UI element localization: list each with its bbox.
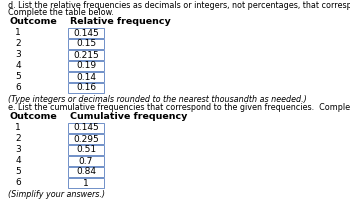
Text: e. List the cumulative frequencies that correspond to the given frequencies.  Co: e. List the cumulative frequencies that …	[8, 103, 350, 112]
Text: (Type integers or decimals rounded to the nearest thousandth as needed.): (Type integers or decimals rounded to th…	[8, 95, 307, 104]
FancyBboxPatch shape	[68, 123, 104, 132]
Text: 1: 1	[83, 178, 89, 187]
Text: 0.7: 0.7	[79, 157, 93, 166]
Text: 0.16: 0.16	[76, 83, 96, 92]
FancyBboxPatch shape	[68, 156, 104, 166]
FancyBboxPatch shape	[68, 39, 104, 48]
Text: Relative frequency: Relative frequency	[70, 17, 171, 26]
Text: Outcome: Outcome	[10, 112, 58, 121]
Text: 0.14: 0.14	[76, 72, 96, 81]
Text: 0.215: 0.215	[73, 51, 99, 60]
FancyBboxPatch shape	[68, 72, 104, 81]
Text: Complete the table below.: Complete the table below.	[8, 8, 114, 17]
Text: 6: 6	[15, 83, 21, 92]
Text: 2: 2	[15, 39, 21, 48]
FancyBboxPatch shape	[68, 28, 104, 37]
FancyBboxPatch shape	[68, 145, 104, 154]
Text: 4: 4	[15, 156, 21, 165]
Text: 5: 5	[15, 167, 21, 176]
Text: 0.295: 0.295	[73, 134, 99, 143]
Text: 0.84: 0.84	[76, 168, 96, 177]
FancyBboxPatch shape	[68, 178, 104, 187]
Text: d. List the relative frequencies as decimals or integers, not percentages, that : d. List the relative frequencies as deci…	[8, 1, 350, 10]
Text: 4: 4	[15, 61, 21, 70]
Text: (Simplify your answers.): (Simplify your answers.)	[8, 190, 105, 199]
Text: 0.19: 0.19	[76, 62, 96, 71]
Text: 3: 3	[15, 145, 21, 154]
Text: 2: 2	[15, 134, 21, 143]
Text: 1: 1	[15, 123, 21, 132]
FancyBboxPatch shape	[68, 50, 104, 60]
FancyBboxPatch shape	[68, 83, 104, 92]
Text: 3: 3	[15, 50, 21, 59]
FancyBboxPatch shape	[68, 61, 104, 71]
Text: Outcome: Outcome	[10, 17, 58, 26]
Text: 6: 6	[15, 178, 21, 187]
Text: 0.145: 0.145	[73, 124, 99, 132]
Text: 5: 5	[15, 72, 21, 81]
Text: 1: 1	[15, 28, 21, 37]
Text: 0.51: 0.51	[76, 145, 96, 154]
FancyBboxPatch shape	[68, 134, 104, 143]
Text: 0.145: 0.145	[73, 28, 99, 37]
FancyBboxPatch shape	[68, 167, 104, 177]
Text: 0.15: 0.15	[76, 39, 96, 48]
Text: Cumulative frequency: Cumulative frequency	[70, 112, 187, 121]
